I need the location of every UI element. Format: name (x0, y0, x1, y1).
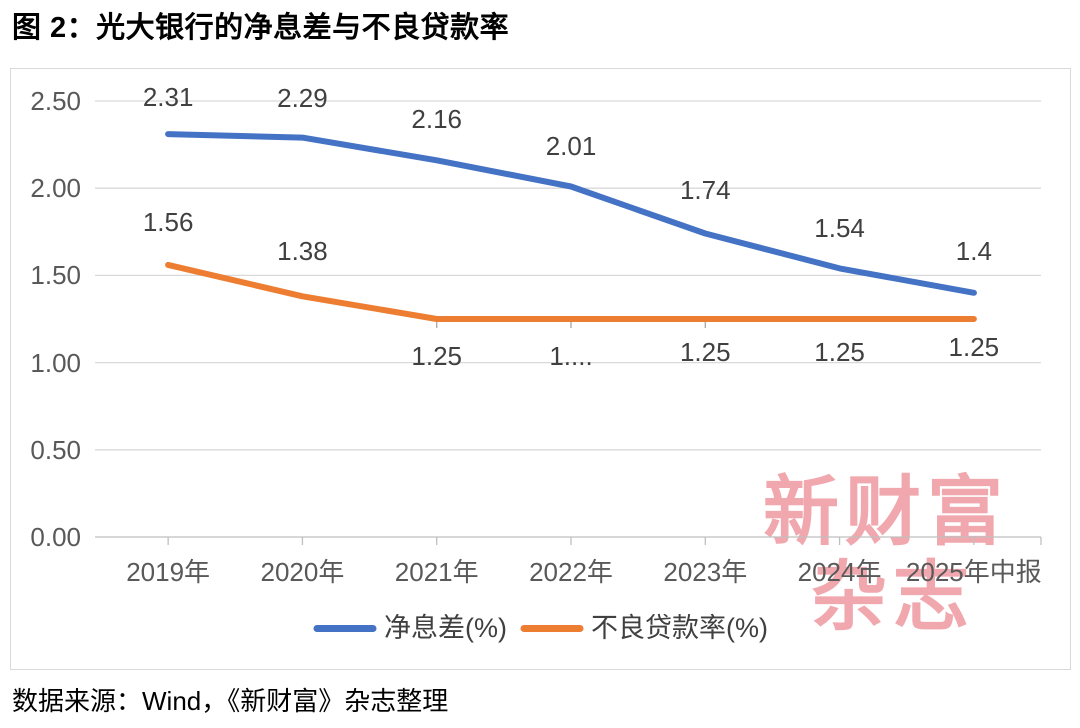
series-line-1 (165, 261, 977, 322)
legend-label: 净息差(%) (384, 613, 507, 643)
legend-line-swatch (313, 625, 376, 632)
data-label: 1.38 (277, 236, 328, 267)
x-axis-tick-label: 2023年 (663, 557, 748, 587)
y-axis-tick-label: 2.50 (30, 86, 81, 116)
x-axis-tick-label: 2025年中报 (905, 557, 1042, 587)
chart-canvas (95, 100, 1042, 545)
data-label: 1.25 (814, 337, 865, 367)
figure-title: 图 2：光大银行的净息差与不良贷款率 (12, 12, 510, 44)
legend-item-1: 不良贷款率(%) (520, 615, 768, 642)
x-axis-tick-label: 2019年 (126, 557, 211, 587)
series-line-0 (165, 131, 977, 296)
data-label: 1.74 (679, 174, 731, 205)
data-label: 2.31 (142, 82, 194, 113)
source-note: 数据来源：Wind，《新财富》杂志整理 (12, 686, 449, 716)
data-label: 1.54 (814, 213, 865, 244)
data-label: 2.01 (545, 131, 597, 162)
x-axis-tick-label: 2020年 (260, 557, 345, 587)
legend: 净息差(%) 不良贷款率(%) (313, 615, 768, 642)
y-axis-tick-label: 1.50 (30, 260, 81, 291)
y-axis-tick-label: 0.50 (30, 434, 81, 465)
data-label: 1.... (549, 341, 593, 371)
watermark-line-1: 新财富 (763, 471, 1009, 555)
data-label: 1.4 (955, 235, 992, 266)
x-axis-tick-label: 2021年 (394, 557, 479, 587)
data-label: 1.25 (679, 337, 731, 367)
data-label: 2.29 (277, 82, 328, 113)
data-label: 1.25 (948, 332, 1000, 362)
y-axis-tick-label: 0.00 (30, 522, 81, 552)
chart-area: 新财富 杂志 2.50 2.00 1.50 1.00 0.50 0.00 2019年 202… (10, 68, 1071, 670)
y-axis-tick-label: 1.00 (30, 347, 81, 378)
data-label: 1.56 (142, 206, 194, 237)
legend-item-0: 净息差(%) (313, 615, 507, 642)
data-label: 2.16 (411, 104, 463, 135)
x-axis-tick-label: 2022年 (529, 557, 613, 587)
x-axis-tick-label: 2024年 (797, 557, 882, 587)
data-label: 1.25 (411, 341, 463, 371)
y-axis-tick-label: 2.00 (30, 173, 81, 204)
legend-label: 不良贷款率(%) (591, 613, 768, 643)
watermark-line-2: 杂志 (811, 556, 975, 640)
legend-line-swatch (520, 625, 583, 632)
